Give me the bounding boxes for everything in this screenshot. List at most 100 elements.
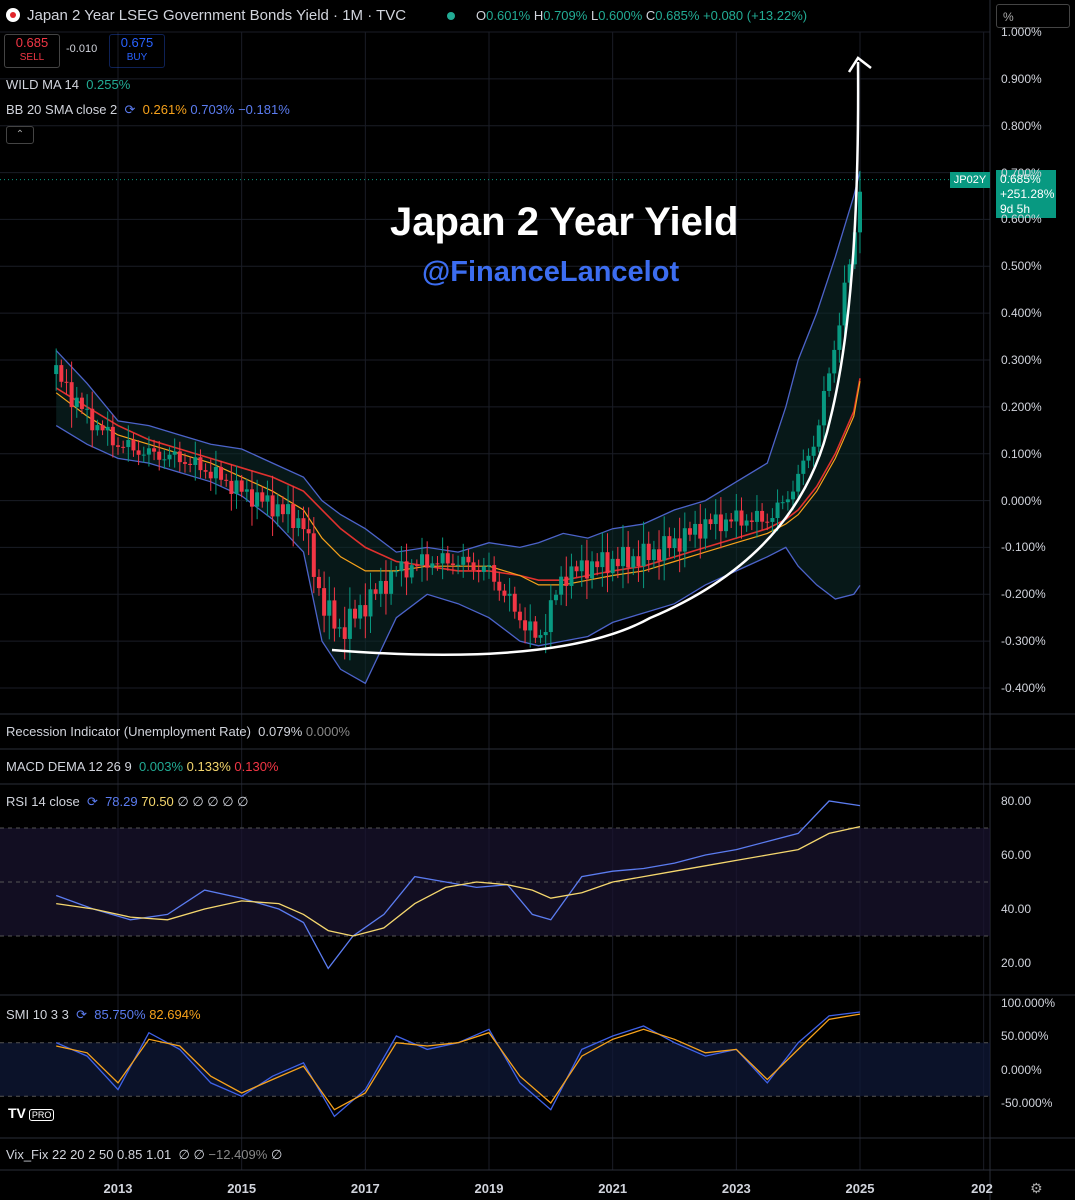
candle-body xyxy=(64,381,69,383)
candle-body xyxy=(399,561,404,572)
candle-body xyxy=(528,621,533,631)
candle-body xyxy=(770,518,775,522)
candle-body xyxy=(100,425,105,431)
smi-tick-label: 50.000% xyxy=(1001,1029,1049,1043)
candle-body xyxy=(502,590,507,596)
candle-body xyxy=(760,510,765,522)
candle-body xyxy=(157,451,162,460)
bb-legend[interactable]: BB 20 SMA close 2 ⟳ 0.261% 0.703% −0.181… xyxy=(6,102,290,117)
candle-body xyxy=(95,425,100,431)
x-tick-label: 2019 xyxy=(474,1181,504,1196)
unit-box[interactable]: % xyxy=(996,4,1070,28)
annotation-title: Japan 2 Year Yield xyxy=(390,200,739,244)
candle-body xyxy=(584,560,589,579)
candle-body xyxy=(347,608,352,639)
candle-body xyxy=(729,519,734,522)
candle-body xyxy=(337,627,342,629)
candle-body xyxy=(414,565,419,567)
vix-fix-legend[interactable]: Vix_Fix 22 20 2 50 0.85 1.01 ∅ ∅ −12.409… xyxy=(6,1147,283,1162)
candle-body xyxy=(188,463,193,465)
candle-body xyxy=(322,588,327,616)
candle-body xyxy=(631,556,636,568)
candle-body xyxy=(435,563,440,565)
candle-body xyxy=(342,627,347,639)
candle-body xyxy=(316,576,321,589)
candle-body xyxy=(182,462,187,464)
candle-body xyxy=(754,510,759,522)
candle-body xyxy=(543,632,548,636)
candle-body xyxy=(780,502,785,504)
candle-body xyxy=(224,479,229,481)
rsi-pane xyxy=(0,800,990,970)
candle-body xyxy=(378,580,383,594)
candle-body xyxy=(517,611,522,621)
candle-body xyxy=(430,563,435,568)
y-tick-label: 0.100% xyxy=(1001,446,1042,461)
candle-body xyxy=(404,561,409,578)
candle-body xyxy=(234,480,239,494)
candle-body xyxy=(311,533,316,577)
collapse-legend-button[interactable]: ⌃ xyxy=(6,126,34,144)
candle-body xyxy=(146,448,151,455)
macd-legend[interactable]: MACD DEMA 12 26 9 0.003% 0.133% 0.130% xyxy=(6,759,279,774)
candle-body xyxy=(744,520,749,526)
candle-body xyxy=(553,594,558,601)
candle-body xyxy=(466,556,471,563)
sell-button[interactable]: 0.685 SELL xyxy=(4,34,60,68)
candle-body xyxy=(682,528,687,552)
candle-body xyxy=(244,489,249,492)
candle-body xyxy=(208,471,213,479)
buy-button[interactable]: 0.675 BUY xyxy=(109,34,165,68)
candle-body xyxy=(167,454,172,460)
annotation-handle: @FinanceLancelot xyxy=(422,256,680,288)
candle-body xyxy=(620,546,625,567)
x-tick-label: 2025 xyxy=(845,1181,875,1196)
candle-body xyxy=(512,593,517,612)
candle-body xyxy=(301,518,306,530)
recession-legend[interactable]: Recession Indicator (Unemployment Rate) … xyxy=(6,724,350,739)
smi-legend[interactable]: SMI 10 3 3 ⟳ 85.750% 82.694% xyxy=(6,1007,201,1022)
candle-body xyxy=(775,502,780,519)
wild-ma-legend[interactable]: WILD MA 14 0.255% xyxy=(6,77,131,92)
market-status-icon xyxy=(447,12,455,20)
candle-body xyxy=(131,440,136,451)
candle-body xyxy=(481,566,486,572)
bollinger-band-fill xyxy=(56,171,860,684)
candle-body xyxy=(646,543,651,561)
rsi-tick-label: 20.00 xyxy=(1001,956,1032,970)
y-tick-label: 0.300% xyxy=(1001,353,1042,367)
trend-arrow-curve xyxy=(331,61,860,657)
candle-body xyxy=(827,373,832,391)
candle-body xyxy=(440,553,445,564)
candle-body xyxy=(492,565,497,582)
candle-body xyxy=(74,397,79,408)
bb-upper-line xyxy=(55,171,861,553)
gear-icon[interactable]: ⚙ xyxy=(1030,1180,1043,1196)
y-tick-label: -0.400% xyxy=(1001,681,1046,695)
rsi-tick-label: 40.00 xyxy=(1001,902,1032,916)
candle-body xyxy=(461,556,466,565)
candle-body xyxy=(837,325,842,350)
rsi-tick-label: 60.00 xyxy=(1001,848,1032,862)
candle-body xyxy=(306,529,311,534)
price-series-lines xyxy=(55,171,861,685)
candle-body xyxy=(605,552,610,574)
japan-flag-icon xyxy=(6,8,20,22)
candle-body xyxy=(548,600,553,633)
candle-body xyxy=(806,455,811,461)
candle-body xyxy=(445,553,450,564)
rsi-legend[interactable]: RSI 14 close ⟳ 78.29 70.50 ∅ ∅ ∅ ∅ ∅ xyxy=(6,794,249,809)
x-tick-label: 202 xyxy=(971,1181,993,1196)
y-tick-label: 0.800% xyxy=(1001,118,1042,133)
candle-body xyxy=(811,446,816,456)
candles xyxy=(54,170,862,661)
spread: -0.010 xyxy=(66,43,98,55)
candle-body xyxy=(858,191,862,233)
candle-body xyxy=(651,549,656,561)
smi-tick-label: -50.000% xyxy=(1001,1096,1053,1110)
x-tick-label: 2013 xyxy=(103,1181,133,1196)
candle-body xyxy=(724,519,729,532)
ohlc-readout: O0.601% H0.709% L0.600% C0.685% +0.080 (… xyxy=(476,8,808,23)
candle-body xyxy=(523,620,528,631)
